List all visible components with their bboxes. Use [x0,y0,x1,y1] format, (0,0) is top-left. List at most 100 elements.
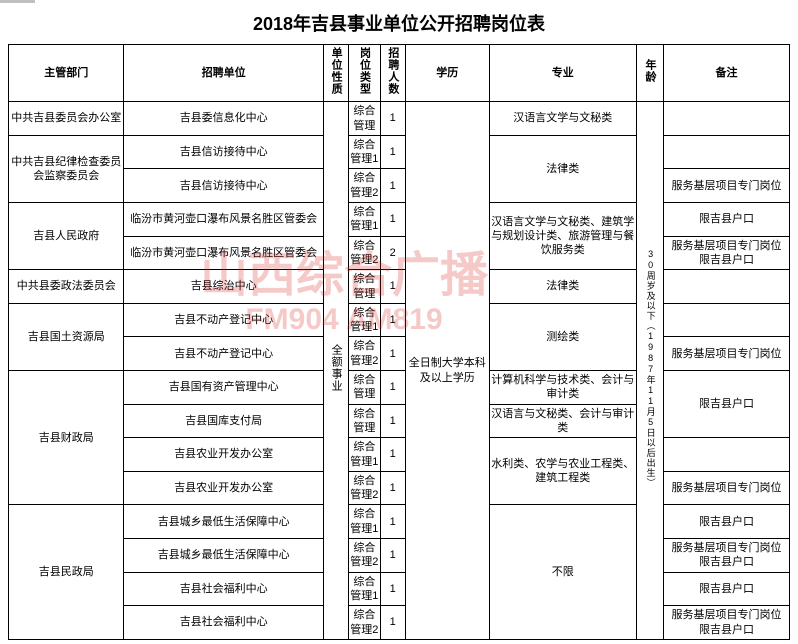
cell-number: 1 [380,539,405,573]
cell-note: 服务基层项目专门岗位 [663,471,789,505]
cell-number: 1 [380,505,405,539]
cell-number: 1 [380,102,405,136]
cell-age: 30周岁及以下（1987年11月5日以后出生） [636,102,663,640]
cell-note: 服务基层项目专门岗位 [663,169,789,203]
cell-dept: 吉县人民政府 [9,203,124,270]
cell-number: 1 [380,303,405,337]
table-body: 中共吉县委员会办公室吉县委信息化中心全额事业综合管理1全日制大学本科及以上学历汉… [9,102,790,640]
th-note: 备注 [663,45,789,102]
cell-category: 综合管理2 [349,337,380,371]
cell-category: 综合管理 [349,270,380,304]
cell-number: 1 [380,270,405,304]
cell-category: 综合管理2 [349,539,380,573]
cell-note [663,135,789,169]
cell-number: 1 [380,404,405,438]
table-row: 临汾市黄河壶口瀑布风景名胜区管委会综合管理22 服务基层项目专门岗位 限吉县户口 [9,236,790,270]
table-row: 吉县民政局吉县城乡最低生活保障中心综合管理11不限限吉县户口 [9,505,790,539]
cell-category: 综合管理1 [349,203,380,237]
cell-education: 全日制大学本科及以上学历 [405,102,489,640]
cell-number: 1 [380,471,405,505]
cell-category: 综合管理2 [349,169,380,203]
table-row: 吉县社会福利中心综合管理21服务基层项目专门岗位 限吉县户口 [9,606,790,640]
cell-unit: 吉县信访接待中心 [124,135,323,169]
cell-note: 限吉县户口 [663,505,789,539]
cell-note [663,303,789,337]
table-header-row: 主管部门 招聘单位 单位性质 岗位类型 招聘人数 学历 专业 年龄 备注 [9,45,790,102]
table-row: 中共县委政法委员会吉县综治中心综合管理1 法律类 [9,270,790,304]
cell-number: 1 [380,203,405,237]
cell-dept: 吉县民政局 [9,505,124,639]
cell-note: 限吉县户口 [663,203,789,237]
cell-unit: 吉县综治中心 [124,270,323,304]
cell-major: 汉语言与文秘类、会计与审计类 [489,404,636,438]
cell-unit: 吉县农业开发办公室 [124,471,323,505]
th-age: 年龄 [636,45,663,102]
table-row: 中共吉县委员会办公室吉县委信息化中心全额事业综合管理1全日制大学本科及以上学历汉… [9,102,790,136]
cell-category: 综合管理 [349,404,380,438]
cell-major: 水利类、农学与农业工程类、建筑工程类 [489,438,636,505]
cell-major: 不限 [489,505,636,639]
th-dept: 主管部门 [9,45,124,102]
cell-category: 综合管理2 [349,236,380,270]
th-num: 招聘人数 [380,45,405,102]
cell-dept: 吉县财政局 [9,371,124,505]
cell-note [663,102,789,136]
cell-note: 服务基层项目专门岗位 限吉县户口 [663,236,789,270]
table-row: 吉县不动产登记中心综合管理21 服务基层项目专门岗位 [9,337,790,371]
cell-major: 测绘类 [489,303,636,370]
cell-category: 综合管理1 [349,572,380,606]
table-row: 中共吉县纪律检查委员会监察委员会吉县信访接待中心综合管理11法律类 [9,135,790,169]
table-row: 吉县财政局吉县国有资产管理中心综合管理1计算机科学与技术类、会计与审计类限吉县户… [9,371,790,405]
cell-number: 1 [380,572,405,606]
th-cat: 岗位类型 [349,45,380,102]
cell-dept: 中共县委政法委员会 [9,270,124,304]
table-row: 吉县城乡最低生活保障中心综合管理21服务基层项目专门岗位 限吉县户口 [9,539,790,573]
cell-category: 综合管理1 [349,303,380,337]
cell-unit: 吉县农业开发办公室 [124,438,323,472]
cell-category: 综合管理2 [349,471,380,505]
cell-unit: 临汾市黄河壶口瀑布风景名胜区管委会 [124,236,323,270]
th-unit: 招聘单位 [124,45,323,102]
table-row: 吉县农业开发办公室综合管理21 服务基层项目专门岗位 [9,471,790,505]
th-edu: 学历 [405,45,489,102]
th-major: 专业 [489,45,636,102]
table-row: 吉县农业开发办公室综合管理11水利类、农学与农业工程类、建筑工程类 [9,438,790,472]
cell-note: 限吉县户口 [663,371,789,438]
cell-unit: 吉县委信息化中心 [124,102,323,136]
cell-category: 综合管理1 [349,505,380,539]
cell-unit: 吉县社会福利中心 [124,572,323,606]
cell-number: 1 [380,337,405,371]
table-row: 吉县国土资源局吉县不动产登记中心综合管理11测绘类 [9,303,790,337]
cell-category: 综合管理 [349,102,380,136]
table-row: 吉县人民政府临汾市黄河壶口瀑布风景名胜区管委会综合管理11汉语言文学与文秘类、建… [9,203,790,237]
th-type: 单位性质 [323,45,348,102]
sheet-tab-strip [0,0,798,3]
recruitment-table: 主管部门 招聘单位 单位性质 岗位类型 招聘人数 学历 专业 年龄 备注 中共吉… [8,44,790,640]
cell-unit: 吉县社会福利中心 [124,606,323,640]
table-row: 吉县信访接待中心综合管理21服务基层项目专门岗位 [9,169,790,203]
cell-number: 1 [380,135,405,169]
table-row: 吉县社会福利中心综合管理11 限吉县户口 [9,572,790,606]
cell-number: 1 [380,606,405,640]
cell-category: 综合管理2 [349,606,380,640]
cell-unit: 吉县国有资产管理中心 [124,371,323,405]
cell-note: 服务基层项目专门岗位 [663,337,789,371]
cell-unit: 临汾市黄河壶口瀑布风景名胜区管委会 [124,203,323,237]
cell-unit: 吉县城乡最低生活保障中心 [124,505,323,539]
cell-category: 综合管理 [349,371,380,405]
table-container: 2018年吉县事业单位公开招聘岗位表 主管部门 招聘单位 单位性质 岗位类型 招… [0,0,798,644]
cell-major: 法律类 [489,270,636,304]
cell-category: 综合管理1 [349,438,380,472]
cell-note: 服务基层项目专门岗位 限吉县户口 [663,539,789,573]
cell-note: 限吉县户口 [663,572,789,606]
cell-unit: 吉县不动产登记中心 [124,337,323,371]
cell-unit: 吉县不动产登记中心 [124,303,323,337]
cell-major: 汉语言文学与文秘类、建筑学与规划设计类、旅游管理与餐饮服务类 [489,203,636,270]
cell-major: 汉语言文学与文秘类 [489,102,636,136]
cell-category: 综合管理1 [349,135,380,169]
cell-unit: 吉县国库支付局 [124,404,323,438]
cell-major: 计算机科学与技术类、会计与审计类 [489,371,636,405]
cell-number: 2 [380,236,405,270]
cell-dept: 中共吉县纪律检查委员会监察委员会 [9,135,124,202]
cell-unit-type: 全额事业 [323,102,348,640]
